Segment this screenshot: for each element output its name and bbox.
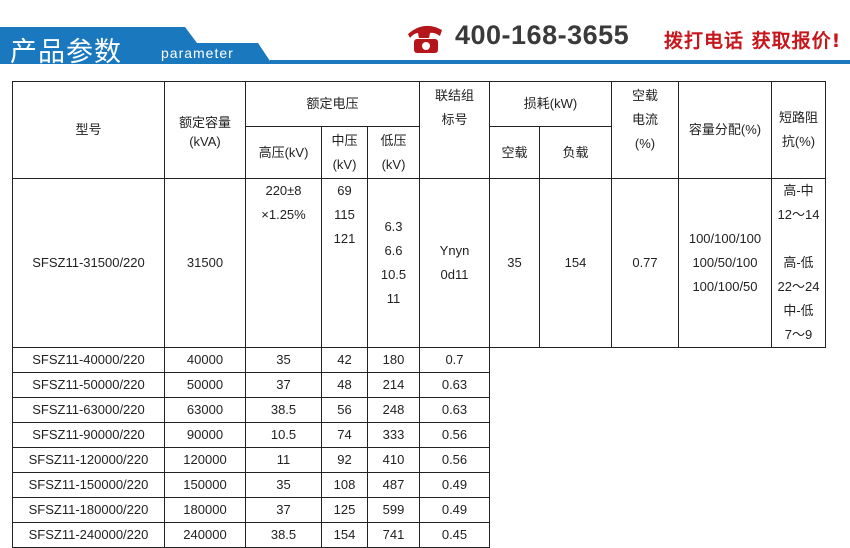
cell-current: 0.63 [419,397,490,423]
phone-number: 400-168-3655 [455,20,630,50]
cell-load: 487 [367,472,420,498]
cell-load: 410 [367,447,420,473]
cell-capacity: 63000 [164,397,246,423]
table-row: SFSZ11-240000/220 240000 38.5 154 741 0.45 [12,522,826,548]
cell-noload: 108 [321,472,368,498]
table-row: SFSZ11-50000/220 50000 37 48 214 0.63 [12,372,826,398]
cell-model: SFSZ11-240000/220 [12,522,165,548]
cell-mv: 69 115 121 [321,178,368,348]
cell-lv: 37 [245,372,322,398]
cell-load: 248 [367,397,420,423]
cell-capacity: 31500 [164,178,246,348]
cell-distribution: 100/100/100 100/50/100 100/100/50 [678,178,772,348]
cell-hv: 220±8 ×1.25% [245,178,322,348]
table-row: SFSZ11-40000/220 40000 35 42 180 0.7 [12,347,826,373]
cell-current: 0.49 [419,472,490,498]
header-impedance: 短路阻 抗(%) [771,81,826,179]
header-mv: 中压 (kV) [321,126,368,179]
cell-noload: 74 [321,422,368,448]
header-loss: 损耗(kW) [489,81,612,127]
cell-current: 0.7 [419,347,490,373]
cell-impedance: 高-中 12～14 高-低 22～24 中-低 7～9 [771,178,826,348]
cell-noload: 56 [321,397,368,423]
table-row: SFSZ11-63000/220 63000 38.5 56 248 0.63 [12,397,826,423]
table-row: SFSZ11-180000/220 180000 37 125 599 0.49 [12,497,826,523]
header-banner [0,27,850,64]
header-distribution: 容量分配(%) [678,81,772,179]
header-voltage: 额定电压 [245,81,420,127]
cell-capacity: 90000 [164,422,246,448]
call-to-action: 拨打电话 获取报价! [664,30,842,52]
cell-model: SFSZ11-180000/220 [12,497,165,523]
cell-lv: 6.3 6.6 10.5 11 [367,178,420,348]
parameter-table: 型号 额定容量 (kVA) 额定电压 联结组 标号 损耗(kW) 空载 电流 (%) 容… [12,81,826,548]
cell-capacity: 150000 [164,472,246,498]
cell-noload: 154 [321,522,368,548]
header-current: 空载 电流 (%) [611,81,679,179]
cell-load: 214 [367,372,420,398]
cell-noload: 48 [321,372,368,398]
cell-noload: 92 [321,447,368,473]
table-row: SFSZ11-150000/220 150000 35 108 487 0.49 [12,472,826,498]
cell-current: 0.77 [611,178,679,348]
cell-model: SFSZ11-40000/220 [12,347,165,373]
header-capacity: 额定容量 (kVA) [164,81,246,179]
cell-capacity: 50000 [164,372,246,398]
cell-current: 0.49 [419,497,490,523]
header-model: 型号 [12,81,165,179]
cell-noload: 125 [321,497,368,523]
cell-group: Ynyn 0d11 [419,178,490,348]
table-row: SFSZ11-31500/220 31500 220±8 ×1.25% 69 115… [12,178,826,348]
table-row: SFSZ11-120000/220 120000 11 92 410 0.56 [12,447,826,473]
header-noload: 空载 [489,126,540,179]
section-subtitle: parameter [161,45,234,61]
cell-current: 0.63 [419,372,490,398]
cell-capacity: 120000 [164,447,246,473]
cell-lv: 37 [245,497,322,523]
cell-model: SFSZ11-50000/220 [12,372,165,398]
header-group: 联结组 标号 [419,81,490,179]
cell-load: 599 [367,497,420,523]
cell-load: 741 [367,522,420,548]
cell-lv: 10.5 [245,422,322,448]
cell-current: 0.45 [419,522,490,548]
cell-model: SFSZ11-63000/220 [12,397,165,423]
cell-lv: 38.5 [245,522,322,548]
cell-capacity: 240000 [164,522,246,548]
cell-load: 333 [367,422,420,448]
cell-model: SFSZ11-90000/220 [12,422,165,448]
section-title: 产品参数 [10,37,122,68]
phone-icon [408,25,442,53]
cell-lv: 35 [245,347,322,373]
cell-model: SFSZ11-120000/220 [12,447,165,473]
header-lv: 低压 (kV) [367,126,420,179]
cell-lv: 11 [245,447,322,473]
cell-load: 180 [367,347,420,373]
cell-noload: 42 [321,347,368,373]
table-row: SFSZ11-90000/220 90000 10.5 74 333 0.56 [12,422,826,448]
cell-current: 0.56 [419,447,490,473]
cell-capacity: 180000 [164,497,246,523]
header-hv: 高压(kV) [245,126,322,179]
cell-load: 154 [539,178,612,348]
cell-noload: 35 [489,178,540,348]
cell-model: SFSZ11-31500/220 [12,178,165,348]
cell-current: 0.56 [419,422,490,448]
cell-lv: 35 [245,472,322,498]
header-load: 负载 [539,126,612,179]
cell-lv: 38.5 [245,397,322,423]
cell-capacity: 40000 [164,347,246,373]
cell-model: SFSZ11-150000/220 [12,472,165,498]
